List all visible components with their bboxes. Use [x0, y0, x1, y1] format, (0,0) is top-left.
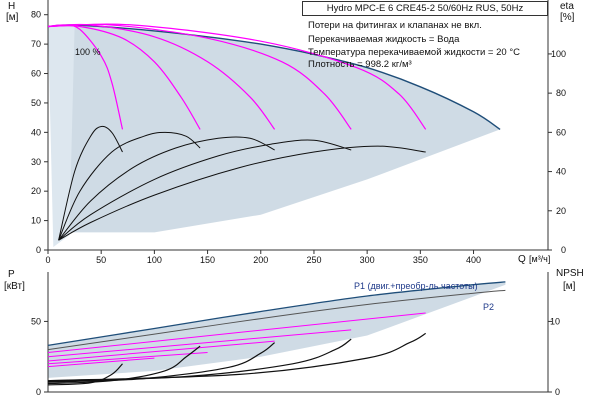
speed-annotation: 100 %: [75, 47, 101, 57]
speed-power-curve: [47, 312, 426, 353]
npsh-curve: [47, 332, 427, 382]
x-tick-label: 100: [147, 255, 162, 265]
speed-power-curve: [47, 351, 208, 365]
speed-power-curve: [47, 340, 275, 362]
y2-tick-label-eta: 60: [556, 127, 566, 137]
legend-p1: P1 (двиг.+преобр-ль частоты): [354, 281, 478, 291]
tick-labels: 0 50 100 150 200 250 300 350 4000102030405060708…: [31, 10, 566, 397]
efficiency-curve: [58, 145, 426, 241]
npsh-curve: [47, 345, 201, 385]
efficiency-curve: [58, 125, 123, 241]
x-axis-label: Q: [518, 254, 526, 265]
y-tick-label-power: 0: [36, 387, 41, 397]
efficiency-curve: [58, 136, 275, 241]
npsh-curve: [47, 342, 275, 383]
y-tick-label-head: 80: [31, 10, 41, 20]
y2-tick-label-eta: 20: [556, 206, 566, 216]
x-axis-unit: [м³/ч]: [529, 254, 550, 264]
power-operating-band: [48, 281, 506, 378]
y-axis-unit-power: [кВт]: [4, 281, 25, 292]
x-tick-label: 0: [45, 255, 50, 265]
y2-tick-label-eta: 80: [556, 88, 566, 98]
x-tick-label: 200: [253, 255, 268, 265]
pump-info-panel: Hydro MPC-E 6 CRE45-2 50/60Hz RUS, 50Hz …: [302, 1, 548, 72]
y2-axis-label-npsh: NPSH: [556, 268, 584, 279]
x-tick-label: 150: [200, 255, 215, 265]
axis-labels: H [м] eta [%] Q [м³/ч] P [кВт] NPSH [м] …: [4, 1, 584, 312]
y2-axis-unit-npsh: [м]: [563, 281, 576, 292]
y-axis-label-head: H: [8, 1, 15, 12]
head-low-flow-band: [48, 26, 75, 248]
speed-power-curve: [47, 357, 155, 368]
y2-tick-label-eta: 0: [561, 245, 566, 255]
x-tick-label: 250: [306, 255, 321, 265]
legend-p2: P2: [483, 302, 494, 312]
axes: [47, 0, 549, 393]
speed-head-curve: [47, 25, 201, 130]
info-line-density: Плотность = 998.2 кг/м³: [308, 59, 412, 70]
pump-title: Hydro MPC-E 6 CRE45-2 50/60Hz RUS, 50Hz: [302, 1, 548, 16]
x-tick-label: 400: [466, 255, 481, 265]
speed-power-curve: [47, 329, 352, 358]
y2-axis-label-eta: eta: [560, 1, 574, 12]
y2-axis-unit-eta: [%]: [560, 12, 575, 23]
y2-tick-label-npsh: 10: [550, 316, 560, 326]
power-p1-curve: [47, 281, 506, 347]
info-line-fittings: Потери на фитингах и клапанах не вкл.: [308, 20, 482, 31]
info-line-liquid: Перекачиваемая жидкость = Вода: [308, 34, 460, 45]
y-tick-label-head: 40: [31, 127, 41, 137]
speed-head-curve: [47, 23, 427, 130]
operating-range-bands: [48, 25, 506, 378]
y-tick-label-power: 50: [31, 316, 41, 326]
y2-tick-label-npsh: 0: [555, 387, 560, 397]
y-tick-label-head: 0: [36, 245, 41, 255]
y-tick-label-head: 70: [31, 39, 41, 49]
efficiency-curve: [58, 131, 201, 241]
y-tick-label-head: 20: [31, 186, 41, 196]
info-line-temperature: Температура перекачиваемой жидкости = 20…: [308, 47, 520, 58]
x-tick-label: 350: [413, 255, 428, 265]
power-p2-curve: [47, 289, 506, 351]
y2-tick-label-eta: 100: [551, 49, 566, 59]
x-tick-label: 300: [360, 255, 375, 265]
y2-tick-label-eta: 40: [556, 167, 566, 177]
y-tick-label-head: 50: [31, 98, 41, 108]
efficiency-curve: [58, 139, 352, 241]
y-tick-label-head: 60: [31, 69, 41, 79]
y-axis-label-power: P: [8, 269, 15, 280]
y-axis-unit-head: [м]: [6, 12, 19, 23]
x-tick-label: 50: [96, 255, 106, 265]
curves: [47, 23, 506, 386]
y-tick-label-head: 30: [31, 157, 41, 167]
max-head-curve: [47, 24, 501, 130]
y-tick-label-head: 10: [31, 216, 41, 226]
